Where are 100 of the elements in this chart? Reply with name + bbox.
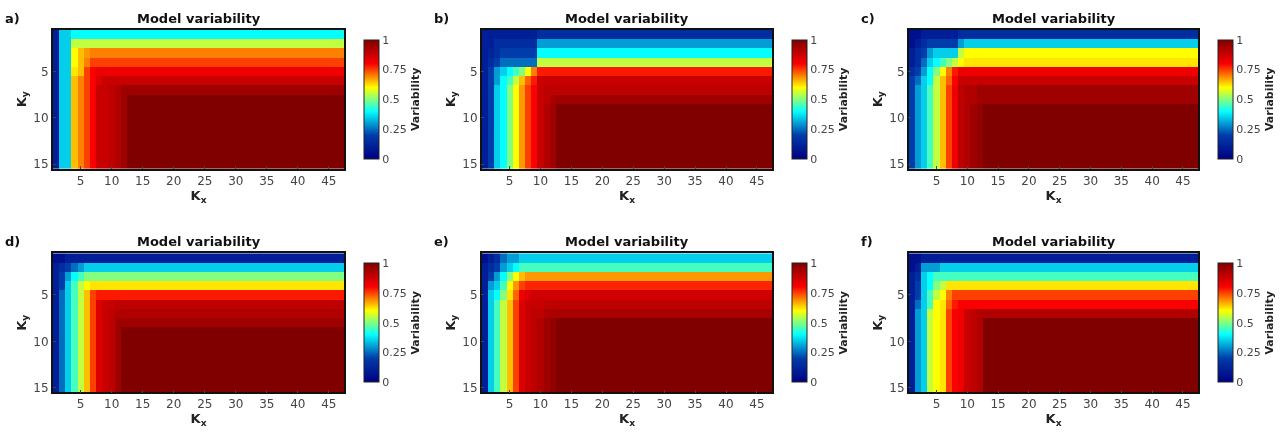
x-tick-label: 30 (656, 174, 672, 188)
color-bar-label: 0.5 (810, 316, 828, 330)
color-bar-title: Variability (836, 291, 850, 355)
color-bar-label: 0.75 (810, 286, 835, 300)
x-tick-label: 35 (1113, 397, 1129, 412)
x-tick-label: 30 (228, 174, 244, 188)
text: f) (861, 234, 873, 249)
y-tick-label: 10 (462, 111, 478, 126)
y-tick-label: 10 (33, 111, 49, 126)
y-tick-label: 10 (462, 334, 478, 349)
text: d) (5, 234, 21, 249)
x-tick-label: 25 (1052, 397, 1068, 412)
y-tick-label: 5 (469, 288, 478, 303)
x-tick-label: 45 (321, 174, 337, 188)
color-bar-label: 0 (810, 152, 818, 166)
y-tick-label: 5 (40, 288, 49, 303)
text: a) (5, 11, 20, 26)
y-tick-label: 15 (889, 380, 905, 395)
color-bar-label: 0.75 (382, 63, 407, 77)
color-bar-label: 0.75 (1236, 286, 1261, 300)
chart-title: Model variability (137, 234, 261, 249)
text: c) (861, 11, 875, 26)
y-tick-label: 10 (889, 334, 905, 349)
color-bar-label: 0.5 (382, 93, 400, 107)
x-tick-label: 30 (1082, 397, 1099, 412)
color-bar-label: 0.25 (1236, 346, 1261, 360)
x-tick-label: 20 (166, 397, 182, 412)
x-tick-label: 15 (990, 397, 1006, 412)
y-tick-label: 5 (896, 288, 905, 303)
x-tick-label: 15 (990, 174, 1006, 188)
y-tick-label: 10 (889, 111, 905, 126)
y-tick-label: 15 (462, 380, 478, 395)
x-tick-label: 20 (1021, 174, 1037, 188)
chart-title: Model variability (565, 234, 689, 249)
x-tick-label: 45 (1175, 397, 1191, 412)
color-bar-label: 0.25 (810, 346, 835, 360)
y-tick-label: 5 (896, 64, 905, 79)
x-tick-label: 35 (687, 397, 703, 412)
x-tick-label: 20 (594, 397, 610, 412)
x-tick-label: 40 (1144, 174, 1160, 188)
chart-title: Model variability (137, 11, 261, 26)
color-bar-label: 0 (382, 152, 390, 166)
x-tick-label: 15 (135, 397, 151, 412)
chart-title: Model variability (565, 11, 689, 26)
color-bar-label: 0.75 (1236, 63, 1261, 77)
x-tick-label: 35 (259, 174, 275, 188)
color-bar-label: 0 (1236, 152, 1244, 166)
chart-title: Model variability (992, 11, 1116, 26)
x-tick-label: 15 (135, 174, 151, 188)
color-bar-label: 0.25 (382, 346, 407, 360)
x-tick-label: 40 (718, 397, 734, 412)
color-bar-label: 0.5 (382, 316, 400, 330)
x-tick-label: 25 (625, 397, 641, 412)
x-tick-label: 20 (166, 174, 182, 188)
color-bar-label: 0.75 (810, 63, 835, 77)
color-bar-label: 0 (1236, 376, 1244, 390)
y-tick-label: 15 (462, 157, 478, 172)
x-tick-label: 20 (1021, 397, 1037, 412)
x-tick-label: 10 (959, 397, 975, 412)
x-tick-label: 5 (932, 397, 941, 412)
x-tick-label: 5 (932, 174, 941, 188)
x-tick-label: 45 (321, 397, 337, 412)
x-tick-label: 5 (76, 174, 85, 188)
color-bar-label: 1 (382, 257, 390, 271)
color-bar-label: 0.25 (1236, 122, 1261, 136)
y-tick-label: 10 (33, 334, 49, 349)
x-tick-label: 35 (687, 174, 703, 188)
x-tick-label: 15 (563, 174, 580, 188)
x-tick-label: 40 (1144, 397, 1160, 412)
color-bar-title: Variability (408, 67, 422, 132)
x-tick-label: 45 (749, 397, 765, 412)
color-bar-label: 0.75 (382, 286, 407, 300)
color-bar-label: 0 (382, 376, 390, 390)
x-axis-title: K$_{x}$ (619, 188, 636, 205)
x-axis-title: K$_{x}$ (190, 188, 207, 205)
x-tick-label: 30 (228, 397, 244, 412)
x-tick-label: 40 (290, 174, 306, 188)
x-tick-label: 10 (532, 397, 549, 412)
color-bar-title: Variability (836, 67, 850, 132)
x-tick-label: 45 (1175, 174, 1191, 188)
text: b) (434, 11, 450, 26)
color-bar-label: 0.5 (810, 93, 828, 107)
color-bar-label: 1 (810, 257, 818, 271)
color-bar-title: Variability (408, 291, 422, 355)
x-tick-label: 25 (197, 397, 213, 412)
x-tick-label: 10 (532, 174, 549, 188)
text: e) (434, 234, 449, 249)
x-axis-title: K$_{x}$ (1045, 411, 1062, 429)
x-tick-label: 5 (76, 397, 85, 412)
color-bar-label: 1 (382, 33, 390, 47)
color-bar-label: 1 (1236, 33, 1244, 47)
color-bar-label: 0.5 (1236, 93, 1254, 107)
color-bar-title: Variability (1262, 67, 1276, 132)
x-axis-title: K$_{x}$ (190, 411, 207, 429)
y-tick-label: 15 (33, 380, 49, 395)
y-tick-label: 5 (469, 64, 478, 79)
color-bar-label: 0 (810, 376, 818, 390)
y-tick-label: 5 (40, 64, 49, 79)
x-tick-label: 10 (104, 397, 120, 412)
x-tick-label: 30 (1082, 174, 1099, 188)
